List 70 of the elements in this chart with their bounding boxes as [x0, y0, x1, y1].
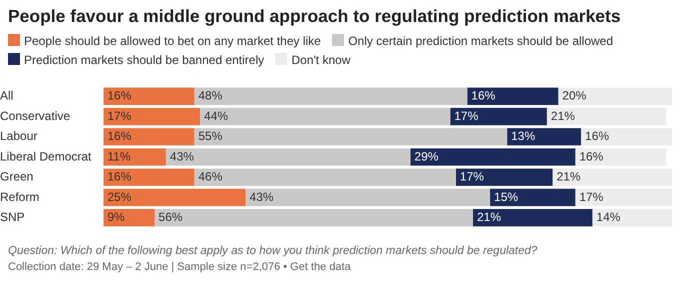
data-label: 16% [107, 170, 132, 184]
data-label: 17% [579, 190, 604, 204]
bar [410, 148, 576, 166]
legend-label: Only certain prediction markets should be allowed [347, 33, 614, 50]
bar [103, 128, 194, 146]
y-tick-label: Labour [0, 129, 38, 144]
data-label: 43% [170, 149, 194, 164]
data-label: 16% [471, 88, 496, 103]
bar [246, 188, 490, 206]
data-label: 16% [107, 88, 132, 103]
data-label: 21% [476, 210, 502, 224]
data-label: 21% [550, 108, 576, 123]
bar [575, 148, 666, 166]
legend-label: Don't know [290, 52, 350, 69]
bar [103, 148, 166, 166]
data-label: 25% [107, 190, 132, 204]
data-label: 44% [204, 108, 228, 123]
data-label: 17% [460, 170, 484, 184]
bar [103, 108, 200, 126]
data-label: 56% [158, 210, 183, 224]
data-label: 20% [562, 88, 587, 103]
bar [575, 188, 672, 206]
bar [467, 88, 558, 105]
data-label: 17% [107, 108, 132, 123]
data-label: 46% [198, 170, 223, 184]
bar [103, 188, 246, 206]
y-tick-label: Reform [0, 190, 40, 204]
bar [546, 108, 666, 126]
y-tick-label: All [0, 88, 14, 103]
data-label: 16% [579, 149, 604, 164]
bar [194, 128, 508, 146]
data-label: 16% [585, 129, 610, 144]
data-label: 9% [107, 210, 126, 224]
data-label: 14% [596, 210, 621, 224]
data-label: 15% [494, 190, 518, 204]
data-label: 21% [556, 170, 581, 184]
bar [154, 209, 473, 226]
data-label: 29% [414, 149, 439, 164]
bar [166, 148, 410, 166]
bar [200, 108, 450, 126]
bar [456, 168, 553, 186]
bar [558, 88, 672, 105]
text: Question: Which of the following best apply as to how you think prediction markets should be regulated? [8, 244, 538, 259]
legend-label: Prediction markets should be banned entirely [23, 52, 264, 69]
data-label: 55% [198, 129, 223, 144]
bar [194, 168, 456, 186]
data-label: 17% [454, 108, 479, 123]
bar [472, 209, 592, 226]
data-label: 43% [250, 190, 274, 204]
data-label: 13% [511, 129, 536, 144]
bar [103, 88, 194, 105]
legend-label: People should be allowed to bet on any market they like [23, 33, 321, 50]
y-tick-label: Green [0, 170, 34, 184]
bar [103, 168, 194, 186]
bar [581, 128, 672, 146]
bar [490, 188, 576, 206]
data-label: 48% [198, 88, 223, 103]
data-label: 11% [107, 149, 131, 164]
text: Collection date: 29 May – 2 June | Sample size n=2,076 • Get the data [8, 260, 352, 275]
bar [507, 128, 582, 146]
y-tick-label: SNP [0, 210, 25, 224]
data-label: 16% [107, 129, 132, 144]
y-tick-label: Conservative [0, 108, 70, 123]
y-tick-label: Liberal Democrat [0, 149, 92, 164]
chart-title: People favour a middle ground approach to regulating prediction markets [7, 5, 622, 28]
bar [552, 168, 672, 186]
bar [592, 209, 672, 226]
bar [103, 209, 155, 226]
bar [194, 88, 468, 105]
bar [450, 108, 547, 126]
